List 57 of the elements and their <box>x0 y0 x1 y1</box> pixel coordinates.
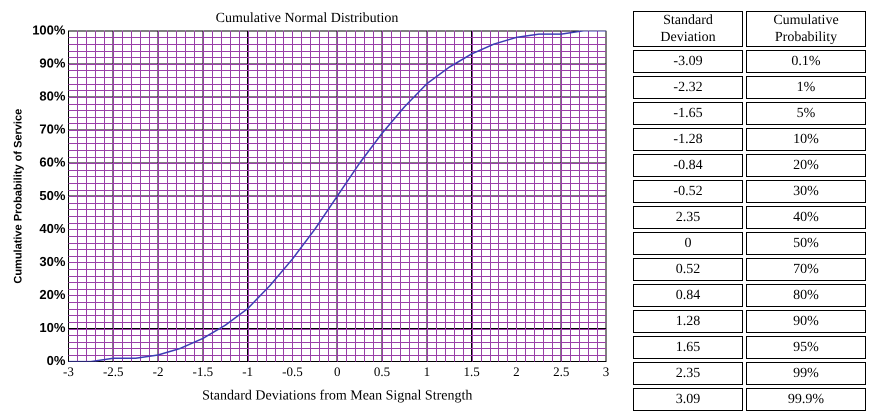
chart-title: Cumulative Normal Distribution <box>216 11 398 26</box>
category-label: 3.09 <box>633 388 743 411</box>
text: 5% <box>796 106 816 120</box>
x-tick-label: 3 <box>602 364 610 379</box>
category-label: -3.09 <box>633 50 743 73</box>
y-tick-label: 10% <box>39 320 66 336</box>
y-tick-label: 100% <box>32 22 66 38</box>
x-tick-label: 1.5 <box>463 364 480 379</box>
x-tick-label: -0.5 <box>282 364 303 379</box>
x-tick-label: 1 <box>424 364 430 379</box>
category-label: 1.65 <box>633 336 743 359</box>
text: 10% <box>793 132 819 146</box>
category-label: 1.28 <box>633 310 743 333</box>
text: 70% <box>793 262 819 276</box>
category-label: -0.84 <box>633 154 743 177</box>
x-tick-label: 2.5 <box>553 364 570 379</box>
category-label: 0.84 <box>633 284 743 307</box>
x-tick-label: -2 <box>152 364 164 379</box>
category-label: 0.52 <box>633 258 743 281</box>
x-tick-label: 0.5 <box>374 364 390 379</box>
y-tick-label: 20% <box>39 287 66 302</box>
category-label: -1.65 <box>633 102 743 125</box>
x-tick-label: 2 <box>513 364 520 379</box>
text: 95% <box>793 340 819 354</box>
y-axis-title: Cumulative Probability of Service <box>12 108 25 284</box>
y-tick-label: 30% <box>39 254 66 269</box>
text: 40% <box>793 210 819 224</box>
x-tick-label: -2.5 <box>102 364 124 379</box>
y-tick-label: 70% <box>39 122 66 137</box>
x-axis-title: Standard Deviations from Mean Signal Strength <box>202 388 472 404</box>
text: 0.1% <box>791 54 821 68</box>
y-tick-label: 80% <box>39 88 66 104</box>
text: 99% <box>793 366 819 380</box>
x-tick-label: 0 <box>334 364 340 379</box>
text: 99.9% <box>788 392 824 406</box>
text: 90% <box>793 314 819 328</box>
category-label: -2.32 <box>633 76 743 99</box>
text: 50% <box>793 236 819 250</box>
text: 1% <box>796 80 816 94</box>
category-label: 0 <box>633 232 743 255</box>
y-tick-label: 60% <box>39 154 66 170</box>
text: 20% <box>793 158 819 172</box>
category-label: -0.52 <box>633 180 743 203</box>
y-tick-label: 50% <box>39 188 66 203</box>
y-tick-label: 40% <box>39 220 66 236</box>
text: Standard Deviation <box>633 11 743 47</box>
category-label: 2.35 <box>633 206 743 229</box>
x-tick-label: -1 <box>242 364 254 379</box>
text: 80% <box>793 288 819 302</box>
x-tick-label: -3 <box>63 364 74 379</box>
y-tick-label: 0% <box>46 353 66 368</box>
text: 30% <box>793 184 819 198</box>
x-tick-label: -1.5 <box>192 364 214 379</box>
category-label: 2.35 <box>633 362 743 385</box>
text: Cumulative Probability <box>746 11 866 47</box>
category-label: -1.28 <box>633 128 743 151</box>
y-tick-label: 90% <box>39 55 66 70</box>
